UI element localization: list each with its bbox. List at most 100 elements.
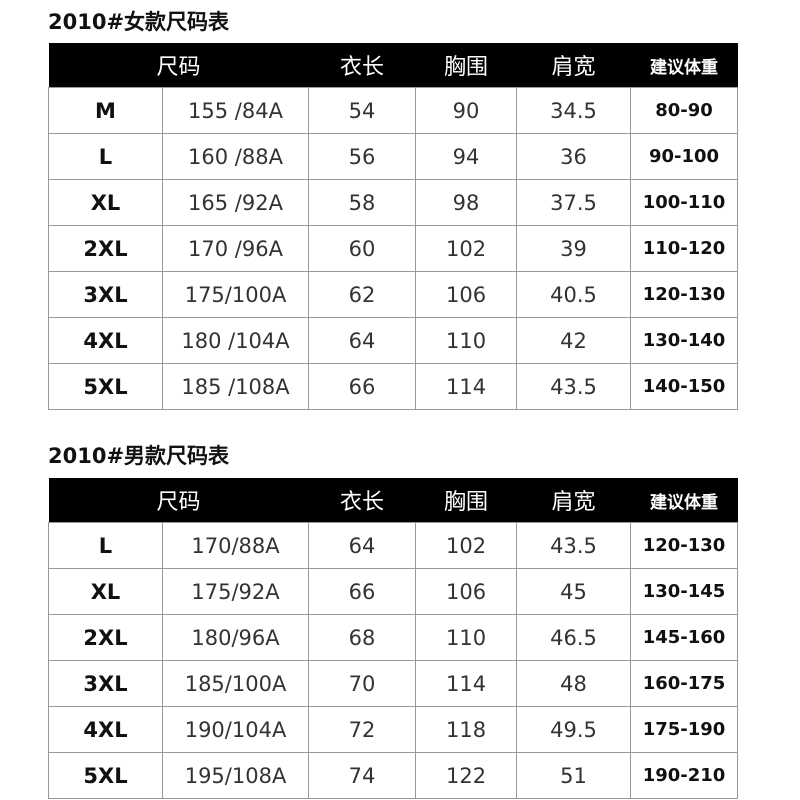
- table-cell: 120-130: [630, 271, 739, 318]
- table-cell: 48: [516, 660, 632, 707]
- table-cell: 110: [415, 614, 518, 661]
- table-row: M 155 /84A 54 90 34.5 80-90: [48, 87, 739, 134]
- table-cell: 2XL: [48, 225, 163, 272]
- table-cell: 40.5: [516, 271, 632, 318]
- table-cell: 4XL: [48, 317, 163, 364]
- table-cell: 118: [415, 706, 518, 753]
- table-cell: XL: [48, 568, 163, 615]
- header-row: 尺码 衣长 胸围 肩宽 建议体重: [48, 43, 738, 88]
- women-title: 2010#女款尺码表: [48, 10, 230, 34]
- table-cell: 120-130: [630, 522, 739, 569]
- column-header: 衣长: [308, 478, 416, 523]
- women-size-table: 尺码 衣长 胸围 肩宽 建议体重 M 155 /84A 54 90 34.5 80-90 L 160 /…: [48, 43, 739, 410]
- table-cell: 51: [516, 752, 632, 799]
- table-row: 2XL 180/96A 68 110 46.5 145-160: [48, 614, 739, 661]
- table-cell: 98: [415, 179, 518, 226]
- table-cell: 72: [308, 706, 417, 753]
- column-header: 衣长: [308, 43, 416, 88]
- table-cell: 60: [308, 225, 417, 272]
- table-row: 4XL 180 /104A 64 110 42 130-140: [48, 317, 739, 364]
- table-cell: 56: [308, 133, 417, 180]
- table-row: L 170/88A 64 102 43.5 120-130: [48, 522, 739, 569]
- table-cell: 175/92A: [161, 568, 310, 615]
- column-header: 尺码: [48, 478, 309, 523]
- table-row: XL 165 /92A 58 98 37.5 100-110: [48, 179, 739, 226]
- table-cell: 39: [516, 225, 632, 272]
- column-header: 建议体重: [630, 478, 738, 523]
- table-cell: 145-160: [630, 614, 739, 661]
- table-row: 4XL 190/104A 72 118 49.5 175-190: [48, 706, 739, 753]
- table-cell: 43.5: [516, 363, 632, 410]
- table-cell: 175/100A: [161, 271, 310, 318]
- table-cell: 90-100: [630, 133, 739, 180]
- column-header: 肩宽: [516, 478, 631, 523]
- table-cell: 54: [308, 87, 417, 134]
- column-header: 肩宽: [516, 43, 631, 88]
- column-header: 胸围: [415, 478, 517, 523]
- table-row: 2XL 170 /96A 60 102 39 110-120: [48, 225, 739, 272]
- table-cell: 175-190: [630, 706, 739, 753]
- table-cell: 70: [308, 660, 417, 707]
- table-cell: 130-140: [630, 317, 739, 364]
- table-cell: 2XL: [48, 614, 163, 661]
- column-header: 尺码: [48, 43, 309, 88]
- table-cell: L: [48, 522, 163, 569]
- table-cell: 102: [415, 225, 518, 272]
- table-cell: 80-90: [630, 87, 739, 134]
- table-cell: 170/88A: [161, 522, 310, 569]
- table-cell: 110-120: [630, 225, 739, 272]
- table-cell: 49.5: [516, 706, 632, 753]
- table-cell: 42: [516, 317, 632, 364]
- table-cell: 34.5: [516, 87, 632, 134]
- table-cell: 3XL: [48, 660, 163, 707]
- table-row: 5XL 195/108A 74 122 51 190-210: [48, 752, 739, 799]
- table-cell: 140-150: [630, 363, 739, 410]
- table-cell: 90: [415, 87, 518, 134]
- table-row: 3XL 175/100A 62 106 40.5 120-130: [48, 271, 739, 318]
- table-cell: M: [48, 87, 163, 134]
- table-cell: 185 /108A: [161, 363, 310, 410]
- table-cell: 66: [308, 363, 417, 410]
- table-cell: 155 /84A: [161, 87, 310, 134]
- table-cell: 58: [308, 179, 417, 226]
- table-row: 5XL 185 /108A 66 114 43.5 140-150: [48, 363, 739, 410]
- table-cell: 180/96A: [161, 614, 310, 661]
- table-cell: 64: [308, 317, 417, 364]
- men-title: 2010#男款尺码表: [48, 444, 230, 468]
- table-cell: 37.5: [516, 179, 632, 226]
- table-cell: 190/104A: [161, 706, 310, 753]
- table-cell: 5XL: [48, 752, 163, 799]
- table-cell: 102: [415, 522, 518, 569]
- table-cell: XL: [48, 179, 163, 226]
- table-cell: 106: [415, 568, 518, 615]
- column-header: 建议体重: [630, 43, 738, 88]
- column-header: 胸围: [415, 43, 517, 88]
- men-size-table: 尺码 衣长 胸围 肩宽 建议体重 L 170/88A 64 102 43.5 120-130 XL 17…: [48, 478, 739, 799]
- table-cell: 66: [308, 568, 417, 615]
- table-cell: 185/100A: [161, 660, 310, 707]
- table-cell: 190-210: [630, 752, 739, 799]
- table-cell: 114: [415, 363, 518, 410]
- table-row: 3XL 185/100A 70 114 48 160-175: [48, 660, 739, 707]
- table-cell: 46.5: [516, 614, 632, 661]
- table-cell: 180 /104A: [161, 317, 310, 364]
- table-cell: 122: [415, 752, 518, 799]
- table-cell: 170 /96A: [161, 225, 310, 272]
- table-cell: 74: [308, 752, 417, 799]
- table-row: L 160 /88A 56 94 36 90-100: [48, 133, 739, 180]
- table-cell: L: [48, 133, 163, 180]
- table-cell: 106: [415, 271, 518, 318]
- table-cell: 3XL: [48, 271, 163, 318]
- table-cell: 160-175: [630, 660, 739, 707]
- table-cell: 36: [516, 133, 632, 180]
- table-cell: 100-110: [630, 179, 739, 226]
- table-cell: 195/108A: [161, 752, 310, 799]
- table-cell: 62: [308, 271, 417, 318]
- table-cell: 45: [516, 568, 632, 615]
- table-cell: 165 /92A: [161, 179, 310, 226]
- table-row: XL 175/92A 66 106 45 130-145: [48, 568, 739, 615]
- table-cell: 160 /88A: [161, 133, 310, 180]
- table-cell: 43.5: [516, 522, 632, 569]
- table-cell: 110: [415, 317, 518, 364]
- table-cell: 114: [415, 660, 518, 707]
